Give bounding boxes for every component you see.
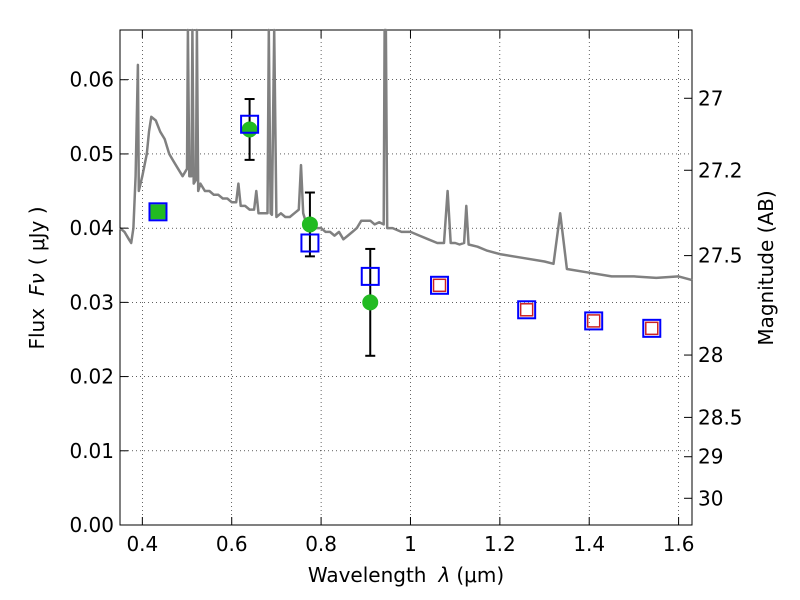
x-tick-label: 1.2: [484, 532, 516, 556]
y2-tick-label: 28.5: [698, 405, 743, 429]
model-bandpass-marker: [360, 266, 380, 286]
plot-area: [119, 29, 693, 526]
model-bandpass-marker: [240, 114, 260, 134]
x-axis-label: Wavelength λ (μm): [308, 563, 504, 587]
x-tick-label: 1: [404, 532, 417, 556]
x-tick-label: 0.4: [126, 532, 158, 556]
y2-axis-ticks: 27 27.2 27.5 28 28.5 29 30: [684, 86, 743, 510]
observed-flux-point: [150, 204, 166, 220]
nir-marker: [645, 321, 659, 336]
y-axis-label: FluxFν( μJy ): [25, 206, 49, 349]
x-tick-label: 0.6: [216, 532, 248, 556]
model-bandpass-marker: [584, 311, 604, 331]
model-bandpass-marker: [300, 233, 320, 253]
nir-marker: [586, 314, 601, 328]
model-spectrum-line: [119, 28, 693, 282]
y2-tick-label: 29: [698, 445, 723, 469]
y-tick-label: 0.05: [69, 142, 114, 166]
x-tick-label: 1.6: [663, 532, 695, 556]
y2-tick-label: 28: [698, 343, 723, 367]
y-tick-label: 0.06: [69, 68, 114, 92]
model-bandpass-marker: [517, 300, 537, 320]
grid-lines: [120, 30, 692, 526]
y2-tick-label: 30: [698, 486, 723, 510]
y-tick-label: 0.04: [69, 216, 114, 240]
model-bandpass-marker: [148, 202, 168, 222]
model-spectrum: [119, 28, 693, 282]
y-tick-label: 0.02: [69, 365, 114, 389]
observed-flux-point: [362, 294, 379, 311]
y2-tick-label: 27.2: [698, 158, 743, 182]
data-points: [148, 98, 662, 357]
y2-tick-label: 27.5: [698, 244, 743, 268]
observed-flux-point: [241, 121, 258, 138]
y-axis-ticks: 0.00 0.01 0.02 0.03 0.04 0.05 0.06: [69, 68, 128, 537]
y-tick-label: 0.03: [69, 290, 114, 314]
nir-marker: [519, 303, 534, 317]
y-tick-label: 0.01: [69, 439, 114, 463]
y2-tick-label: 27: [698, 86, 723, 110]
x-tick-label: 0.8: [305, 532, 337, 556]
x-axis-ticks: 0.4 0.6 0.8 1 1.2 1.4 1.6: [126, 30, 695, 556]
x-tick-label: 1.4: [573, 532, 605, 556]
y-tick-label: 0.00: [69, 513, 114, 537]
y2-axis-label: Magnitude (AB): [754, 190, 778, 345]
model-bandpass-marker: [642, 318, 662, 338]
model-bandpass-marker: [430, 275, 450, 295]
observed-flux-point: [301, 216, 318, 233]
nir-marker: [432, 278, 447, 293]
